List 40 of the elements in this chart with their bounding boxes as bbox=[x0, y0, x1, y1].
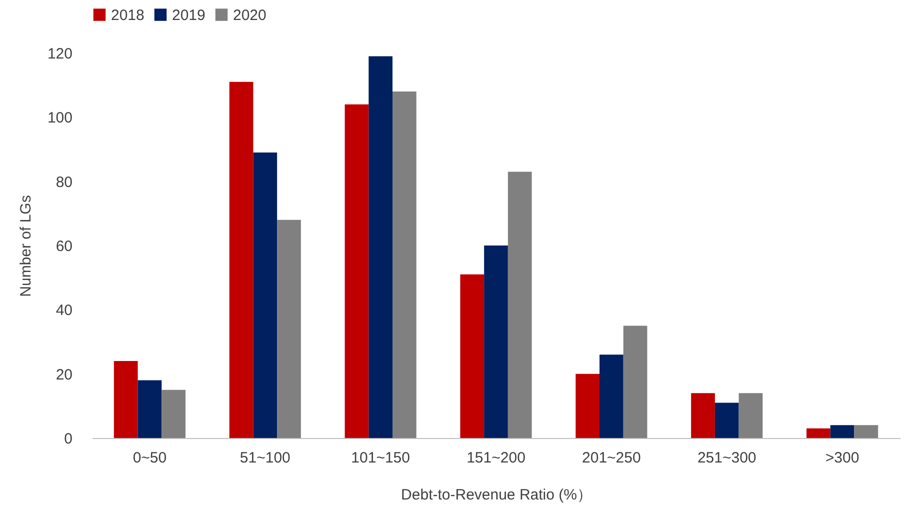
bar bbox=[738, 393, 763, 438]
bar bbox=[344, 104, 369, 438]
bar bbox=[830, 425, 854, 438]
y-tick-label: 0 bbox=[64, 430, 72, 448]
bar bbox=[806, 428, 830, 438]
bar bbox=[368, 56, 392, 438]
bar bbox=[854, 425, 878, 438]
x-tick-label: 151~200 bbox=[466, 450, 526, 466]
bar bbox=[623, 326, 648, 438]
bar bbox=[114, 361, 138, 438]
bar bbox=[138, 380, 162, 438]
bar bbox=[162, 390, 186, 438]
legend-label: 2019 bbox=[172, 6, 206, 24]
legend-label: 2020 bbox=[233, 6, 266, 24]
bar bbox=[600, 354, 624, 438]
x-tick-label: 101~150 bbox=[351, 450, 410, 466]
y-tick-label: 40 bbox=[56, 302, 72, 320]
y-tick-label: 120 bbox=[47, 46, 72, 62]
y-tick-label: 20 bbox=[56, 366, 72, 384]
bar bbox=[229, 82, 254, 438]
y-tick-label: 60 bbox=[56, 238, 72, 255]
legend-label: 2018 bbox=[111, 6, 144, 24]
bar bbox=[714, 402, 739, 438]
y-axis-title: Number of LGs bbox=[17, 195, 34, 297]
bar bbox=[484, 246, 508, 438]
bar bbox=[253, 152, 278, 438]
x-tick-label: >300 bbox=[825, 450, 860, 466]
bar bbox=[691, 393, 715, 438]
bar bbox=[508, 172, 532, 438]
x-axis-title: Debt-to-Revenue Ratio (%） bbox=[401, 486, 592, 504]
x-tick-label: 51~100 bbox=[240, 450, 290, 466]
bar bbox=[277, 220, 301, 438]
bar bbox=[576, 374, 600, 438]
x-tick-label: 0~50 bbox=[132, 450, 167, 466]
x-tick-label: 251~300 bbox=[697, 450, 756, 466]
y-tick-label: 100 bbox=[47, 110, 72, 127]
bar bbox=[392, 92, 416, 438]
bar bbox=[460, 274, 484, 438]
y-tick-label: 80 bbox=[56, 174, 72, 191]
x-tick-label: 201~250 bbox=[582, 450, 641, 466]
